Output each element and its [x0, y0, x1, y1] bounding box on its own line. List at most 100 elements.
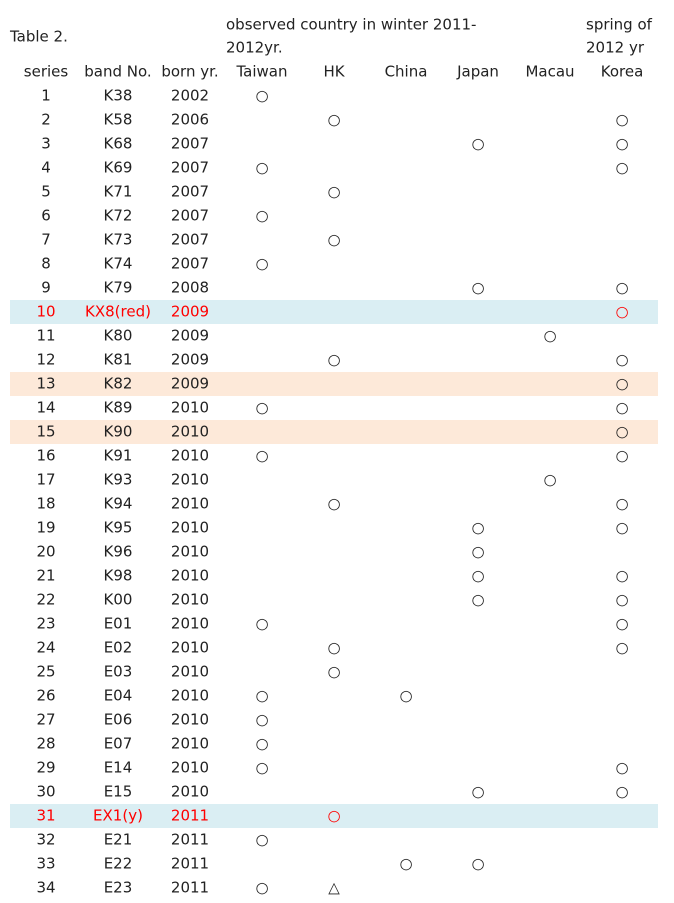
cell-text: 31: [36, 807, 55, 825]
cell-text: E01: [104, 615, 133, 633]
cell-mark: ○: [471, 279, 484, 297]
cell-mark: ○: [615, 615, 628, 633]
cell-mark: ○: [615, 111, 628, 129]
row-highlight: [10, 420, 658, 444]
cell-mark: ○: [543, 471, 556, 489]
cell-text: 14: [36, 399, 55, 417]
cell-text: K68: [104, 135, 133, 153]
cell-mark: ○: [255, 831, 268, 849]
row-highlight: [10, 372, 658, 396]
observed-header: observed country in winter 2011-: [226, 16, 476, 34]
cell-text: 33: [36, 855, 55, 873]
cell-mark: ○: [615, 159, 628, 177]
cell-mark: ○: [255, 735, 268, 753]
cell-mark: ○: [327, 351, 340, 369]
cell-mark: ○: [327, 495, 340, 513]
cell-text: 2007: [171, 135, 209, 153]
cell-mark: ○: [615, 591, 628, 609]
cell-mark: ○: [255, 447, 268, 465]
cell-text: E15: [104, 783, 133, 801]
cell-text: K93: [104, 471, 133, 489]
cell-text: E04: [104, 687, 133, 705]
cell-text: 2010: [171, 711, 209, 729]
cell-text: 5: [41, 183, 51, 201]
cell-mark: ○: [615, 375, 628, 393]
cell-mark: ○: [255, 759, 268, 777]
cell-text: E02: [104, 639, 133, 657]
cell-text: E14: [104, 759, 133, 777]
cell-text: 26: [36, 687, 55, 705]
cell-text: 2: [41, 111, 51, 129]
cell-text: 1: [41, 87, 51, 105]
cell-text: 11: [36, 327, 55, 345]
cell-text: 2007: [171, 207, 209, 225]
cell-text: 7: [41, 231, 51, 249]
cell-mark: ○: [255, 255, 268, 273]
cell-text: 2007: [171, 159, 209, 177]
cell-text: KX8(red): [85, 303, 151, 321]
cell-text: 2011: [171, 807, 209, 825]
cell-text: K95: [104, 519, 133, 537]
cell-mark: ○: [327, 807, 340, 825]
cell-mark: ○: [615, 783, 628, 801]
cell-mark: ○: [543, 327, 556, 345]
spring-header: 2012 yr: [586, 39, 645, 57]
cell-text: E22: [104, 855, 133, 873]
cell-text: 2010: [171, 399, 209, 417]
cell-text: 2009: [171, 375, 209, 393]
cell-mark: ○: [255, 399, 268, 417]
cell-mark: ○: [471, 519, 484, 537]
cell-text: 2007: [171, 231, 209, 249]
cell-mark: ○: [615, 423, 628, 441]
cell-text: 2010: [171, 471, 209, 489]
cell-mark: ○: [615, 519, 628, 537]
cell-text: 30: [36, 783, 55, 801]
cell-text: 2011: [171, 855, 209, 873]
cell-text: K91: [104, 447, 133, 465]
cell-mark: ○: [471, 135, 484, 153]
cell-text: 2009: [171, 303, 209, 321]
cell-mark: ○: [471, 567, 484, 585]
cell-mark: ○: [327, 231, 340, 249]
cell-text: 19: [36, 519, 55, 537]
cell-text: 24: [36, 639, 55, 657]
cell-mark: ○: [615, 135, 628, 153]
cell-text: 2010: [171, 615, 209, 633]
cell-text: K80: [104, 327, 133, 345]
row-highlight: [10, 300, 658, 324]
cell-text: K89: [104, 399, 133, 417]
cell-text: 15: [36, 423, 55, 441]
cell-mark: ○: [255, 879, 268, 897]
cell-text: K72: [104, 207, 133, 225]
column-header: Korea: [601, 63, 644, 81]
cell-text: 29: [36, 759, 55, 777]
cell-mark: ○: [615, 303, 628, 321]
cell-text: 3: [41, 135, 51, 153]
column-header: born yr.: [161, 63, 218, 81]
cell-text: 2009: [171, 327, 209, 345]
column-header: China: [385, 63, 428, 81]
cell-text: E23: [104, 879, 133, 897]
cell-text: 4: [41, 159, 51, 177]
cell-text: 9: [41, 279, 51, 297]
cell-text: 10: [36, 303, 55, 321]
cell-mark: ○: [615, 447, 628, 465]
cell-text: K38: [104, 87, 133, 105]
cell-text: 13: [36, 375, 55, 393]
cell-text: 2010: [171, 567, 209, 585]
column-header: Taiwan: [235, 63, 287, 81]
cell-text: 2009: [171, 351, 209, 369]
cell-text: E07: [104, 735, 133, 753]
cell-text: K74: [104, 255, 133, 273]
cell-text: 2007: [171, 255, 209, 273]
cell-text: 2008: [171, 279, 209, 297]
cell-text: 27: [36, 711, 55, 729]
cell-mark: ○: [471, 543, 484, 561]
cell-mark: ○: [471, 591, 484, 609]
cell-mark: ○: [615, 495, 628, 513]
cell-mark: △: [328, 879, 340, 897]
cell-mark: ○: [255, 687, 268, 705]
cell-mark: ○: [615, 279, 628, 297]
cell-text: E03: [104, 663, 133, 681]
column-header: Macau: [525, 63, 574, 81]
